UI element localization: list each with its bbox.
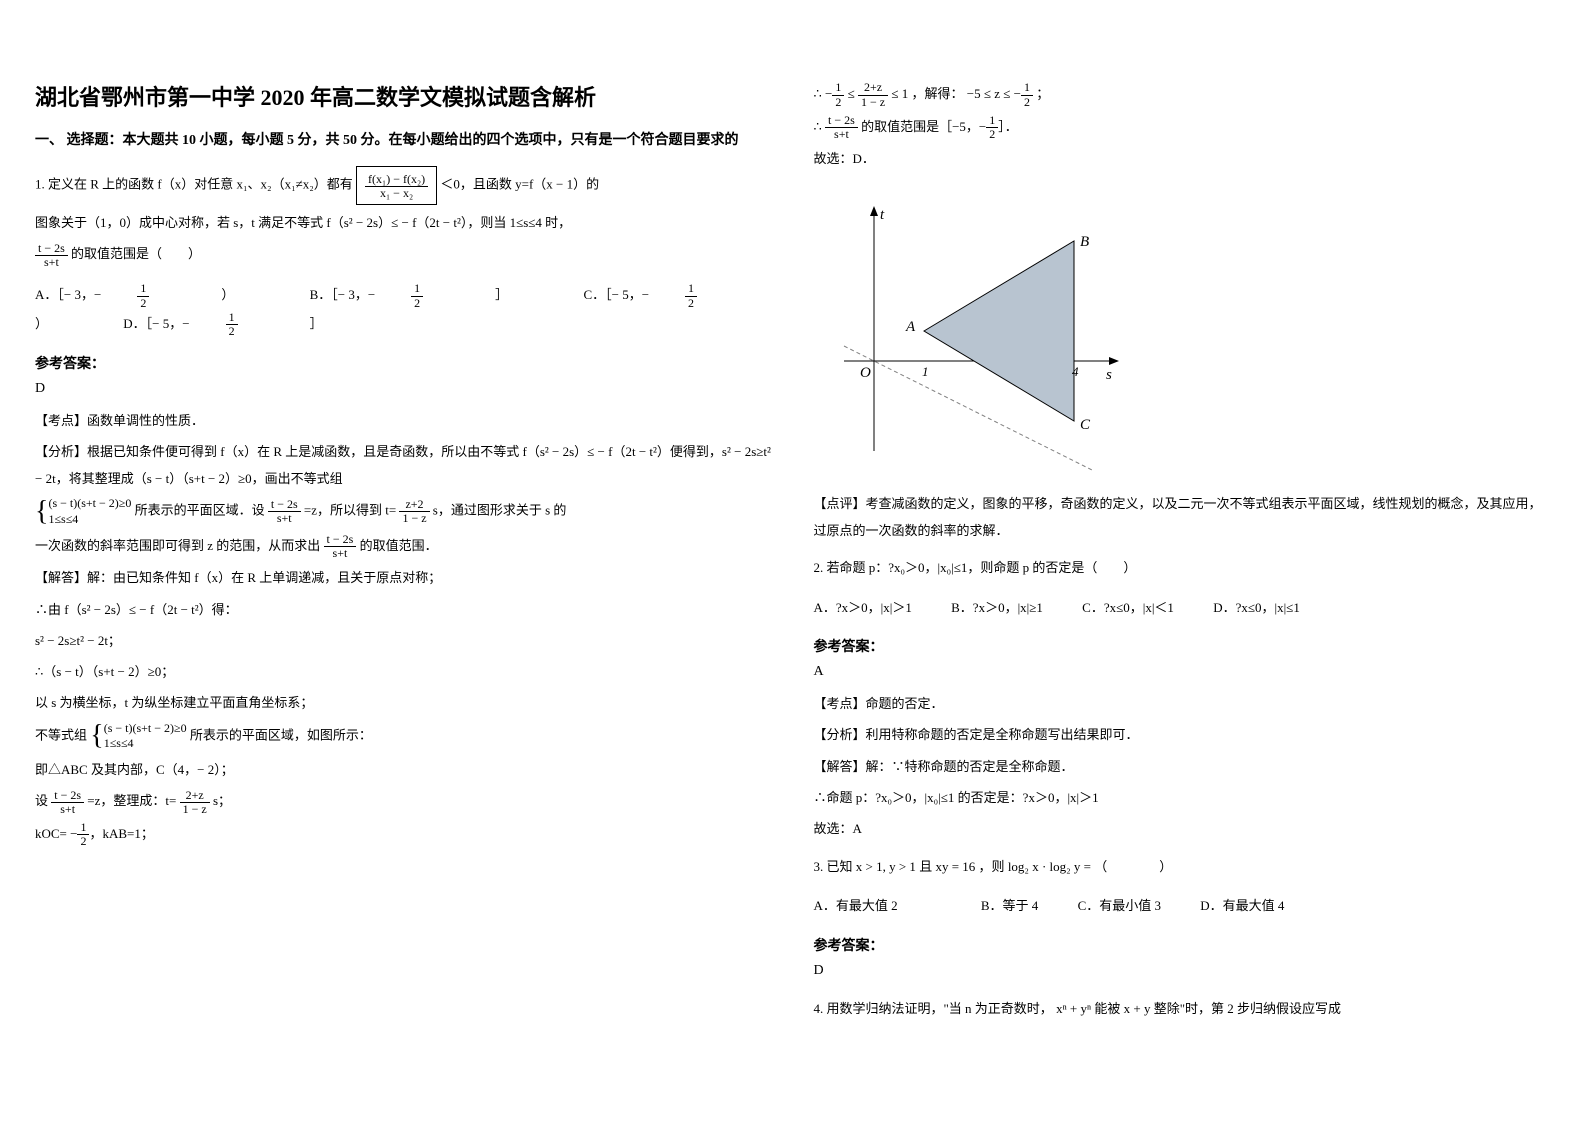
q1-jieda: 【解答】解：由已知条件知 f（x）在 R 上单调递减，且关于原点对称； (35, 564, 774, 591)
optA: A．［− 3，−12） (35, 287, 270, 302)
q1-fenxi2: { (s − t)(s+t − 2)≥01≤s≤4 所表示的平面区域．设 t −… (35, 496, 774, 527)
q2-kaodian: 【考点】命题的否定． (814, 690, 1553, 717)
q3-expr3: log₂ x · log₂ y = (1008, 859, 1091, 874)
q3-optA: A．有最大值 2 (814, 898, 898, 913)
origin-O: O (860, 365, 871, 381)
tick-4: 4 (1072, 364, 1079, 379)
q4-text: 4. 用数学归纳法证明，"当 n 为正奇数时， xⁿ + yⁿ 能被 x + y… (814, 995, 1553, 1022)
r-dianping: 【点评】考查减函数的定义，图象的平移，奇函数的定义，以及二元一次不等式组表示平面… (814, 490, 1553, 545)
q1-jieda8: 设 t − 2ss+t =z，整理成：t= 2+z1 − z s； (35, 787, 774, 816)
q2-optD: D．?x≤0，|x|≤1 (1213, 600, 1300, 615)
q1-answer-label: 参考答案： (35, 353, 774, 373)
right-column: ∴ −12 ≤ 2+z1 − z ≤ 1 ，解得： −5 ≤ z ≤ −12 ；… (814, 80, 1553, 1092)
boxed-num: f(x₁) − f(x₂) (365, 173, 428, 187)
q1-intro: 1. 定义在 R 上的函数 f（x）对任意 x₁、x₂（x₁≠x₂）都有 (35, 177, 353, 192)
point-C: C (1080, 417, 1091, 433)
q1-line2: 图象关于（1，0）成中心对称，若 s，t 满足不等式 f（s² − 2s）≤ −… (35, 209, 774, 236)
region-chart: 1 4 t s O A B C (834, 191, 1553, 476)
q1-answer: D (35, 381, 774, 397)
tick-1: 1 (922, 364, 929, 379)
axis-t: t (880, 207, 885, 223)
q1-fenxi3: 一次函数的斜率范围即可得到 z 的范围，从而求出 t − 2ss+t 的取值范围… (35, 532, 774, 561)
q1-jieda6: 不等式组 { (s − t)(s+t − 2)≥01≤s≤4 所表示的平面区域，… (35, 721, 774, 752)
q2-answer-label: 参考答案： (814, 636, 1553, 656)
q1-boxed-formula: f(x₁) − f(x₂) x₁ − x₂ (356, 166, 437, 205)
point-A: A (905, 319, 916, 335)
q1-options: A．［− 3，−12） B．［− 3，−12］ C．［− 5，−12） D．［−… (35, 281, 774, 338)
optD: D．［− 5，−12］ (123, 316, 358, 331)
q3-options: A．有最大值 2 B．等于 4 C．有最小值 3 D．有最大值 4 (814, 892, 1553, 921)
q1-jieda7: 即△ABC 及其内部，C（4，− 2）； (35, 756, 774, 783)
q3-optC: C．有最小值 3 (1078, 898, 1161, 913)
q1-frac-label: t − 2ss+t 的取值范围是（ ） (35, 240, 774, 269)
q1-kaodian: 【考点】函数单调性的性质． (35, 407, 774, 434)
q1-jieda3: s² − 2s≥t² − 2t； (35, 627, 774, 654)
left-column: 湖北省鄂州市第一中学 2020 年高二数学文模拟试题含解析 一、 选择题：本大题… (35, 80, 774, 1092)
q2-text: 2. 若命题 p：?x₀＞0，|x₀|≤1，则命题 p 的否定是（ ） (814, 554, 1553, 581)
q3-optD: D．有最大值 4 (1200, 898, 1284, 913)
q3-answer: D (814, 963, 1553, 979)
optB: B．［− 3，−12］ (310, 287, 545, 302)
r-line2: ∴ t − 2ss+t 的取值范围是［−5，−12］． (814, 113, 1553, 142)
r-line3: 故选：D． (814, 145, 1553, 172)
q2-jieda3: 故选：A (814, 815, 1553, 842)
q1-fenxi: 【分析】根据已知条件便可得到 f（x）在 R 上是减函数，且是奇函数，所以由不等… (35, 438, 774, 493)
r-line1: ∴ −12 ≤ 2+z1 − z ≤ 1 ，解得： −5 ≤ z ≤ −12 ； (814, 80, 1553, 109)
q2-fenxi: 【分析】利用特称命题的否定是全称命题写出结果即可． (814, 721, 1553, 748)
q2-options: A．?x＞0，|x|＞1 B．?x＞0，|x|≥1 C．?x≤0，|x|＜1 D… (814, 594, 1553, 623)
q3-answer-label: 参考答案： (814, 935, 1553, 955)
q2-optC: C．?x≤0，|x|＜1 (1082, 600, 1174, 615)
q2-jieda: 【解答】解：∵特称命题的否定是全称命题． (814, 753, 1553, 780)
q2-jieda2: ∴命题 p：?x₀＞0，|x₀|≤1 的否定是：?x＞0，|x|＞1 (814, 784, 1553, 811)
q1-line1: 1. 定义在 R 上的函数 f（x）对任意 x₁、x₂（x₁≠x₂）都有 f(x… (35, 166, 774, 205)
q1-jieda2: ∴由 f（s² − 2s）≤ − f（2t − t²）得： (35, 596, 774, 623)
q1-jieda4: ∴（s − t）（s+t − 2）≥0； (35, 658, 774, 685)
q1-jieda5: 以 s 为横坐标，t 为纵坐标建立平面直角坐标系； (35, 689, 774, 716)
q3-expr1: x > 1, y > 1 (856, 859, 916, 874)
q1-jieda9: kOC= −12，kAB=1； (35, 820, 774, 849)
q3-text: 3. 已知 x > 1, y > 1 且 xy = 16 ，则 log₂ x ·… (814, 853, 1553, 880)
point-B: B (1080, 234, 1089, 250)
boxed-den: x₁ − x₂ (365, 187, 428, 200)
page-title: 湖北省鄂州市第一中学 2020 年高二数学文模拟试题含解析 (35, 80, 774, 112)
section-header: 一、 选择题：本大题共 10 小题，每小题 5 分，共 50 分。在每小题给出的… (35, 130, 774, 152)
q2-optA: A．?x＞0，|x|＞1 (814, 600, 912, 615)
q4-expr2: x + y (1124, 1001, 1151, 1016)
q2-answer: A (814, 664, 1553, 680)
q2-optB: B．?x＞0，|x|≥1 (951, 600, 1043, 615)
axis-s: s (1106, 367, 1112, 383)
q3-expr2: xy = 16 (935, 859, 975, 874)
q4-expr1: xⁿ + yⁿ (1056, 1001, 1091, 1016)
q3-optB: B．等于 4 (981, 898, 1038, 913)
q1-after: ＜0，且函数 y=f（x − 1）的 (440, 177, 599, 192)
